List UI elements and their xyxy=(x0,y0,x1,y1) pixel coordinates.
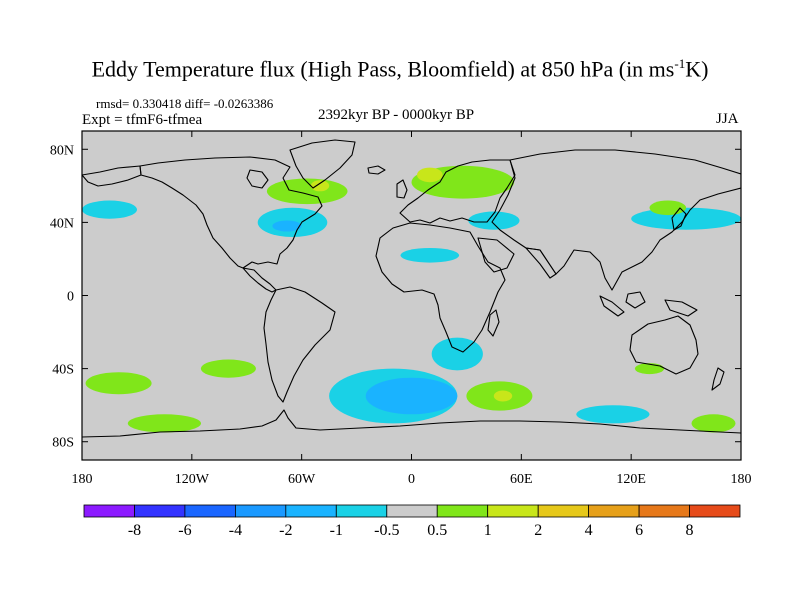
coastline-north-america xyxy=(139,156,323,269)
anomaly-patch xyxy=(576,405,650,424)
lat-tick-label: 0 xyxy=(67,290,74,305)
colorbar-label: -0.5 xyxy=(374,522,399,539)
lon-tick-label: 120W xyxy=(175,472,210,487)
colorbar-swatch xyxy=(588,504,640,518)
lat-tick-label: 40S xyxy=(52,363,74,378)
coastline-antarctica xyxy=(82,409,741,438)
anomaly-patch xyxy=(85,372,152,395)
colorbar-label: 2 xyxy=(534,522,542,539)
colorbar-swatch xyxy=(436,504,489,518)
colorbar-label: 1 xyxy=(484,522,492,539)
coastline-central-america xyxy=(242,267,277,293)
anomaly-patch xyxy=(400,248,460,263)
coastline-india xyxy=(525,247,557,279)
coastline-uk xyxy=(396,179,408,199)
chart-title-exponent: -1 xyxy=(674,56,686,71)
anomaly-patch xyxy=(200,359,256,378)
stats-label: rmsd= 0.330418 diff= -0.0263386 xyxy=(96,96,274,111)
lon-tick-label: 180 xyxy=(72,472,93,487)
coastline-sumatra xyxy=(599,295,625,317)
anomaly-patch xyxy=(649,200,687,216)
coastlines xyxy=(82,139,741,438)
period-label: 2392kyr BP - 0000kyr BP xyxy=(318,107,475,123)
coastline-asia xyxy=(491,149,741,291)
coastline-new-zealand xyxy=(711,367,725,391)
lon-tick-label: 120E xyxy=(616,472,646,487)
chart-title-text: Eddy Temperature flux (High Pass, Bloomf… xyxy=(91,56,675,82)
colorbar-swatch xyxy=(83,504,135,518)
anomaly-patch xyxy=(631,207,741,230)
anomaly-patch xyxy=(431,337,483,371)
lat-tick-label: 40N xyxy=(50,216,74,231)
coastline-japan xyxy=(671,207,687,231)
anomaly-patch xyxy=(468,211,520,230)
colorbar-swatch xyxy=(689,504,741,518)
coastline-australia xyxy=(629,315,699,375)
season-label: JJA xyxy=(716,111,739,127)
anomaly-patch xyxy=(365,377,458,415)
coastline-iceland xyxy=(367,165,386,175)
colorbar-label: 8 xyxy=(686,522,694,539)
colorbar-swatch xyxy=(184,504,236,518)
coastline-madagascar xyxy=(487,309,500,337)
chart-title-unit: K) xyxy=(685,56,709,82)
anomaly-patch xyxy=(493,390,513,402)
anomaly-patch xyxy=(82,200,137,219)
colorbar-swatch xyxy=(335,504,388,518)
lon-tick-label: 60E xyxy=(510,472,533,487)
coastline-greenland xyxy=(289,139,356,189)
colorbar-label: -4 xyxy=(229,522,242,539)
lon-tick-label: 180 xyxy=(731,472,752,487)
colorbar-label: 6 xyxy=(635,522,643,539)
lat-tick-label: 80S xyxy=(52,436,74,451)
lon-tick-label: 0 xyxy=(408,472,415,487)
colorbar-swatch xyxy=(487,504,539,518)
colorbar-label: 0.5 xyxy=(427,522,447,539)
colorbar-swatch xyxy=(638,504,690,518)
coastline-borneo xyxy=(625,291,646,309)
anomaly-patch xyxy=(417,167,443,183)
colorbar-swatch xyxy=(285,504,337,518)
anomaly-patch xyxy=(691,414,736,433)
coastline-alaska xyxy=(82,165,142,187)
lat-tick-label: 80N xyxy=(50,143,74,158)
coastline-africa xyxy=(375,222,506,353)
coastline-arabia xyxy=(477,237,515,273)
colorbar-label: -2 xyxy=(279,522,292,539)
colorbar-swatch xyxy=(234,504,287,518)
experiment-label: Expt = tfmF6-tfmea xyxy=(82,112,203,128)
anomaly-patch xyxy=(127,414,201,433)
colorbar-swatch xyxy=(537,504,590,518)
coastline-new-guinea xyxy=(664,299,698,317)
anomaly-patch xyxy=(272,220,302,232)
colorbar-swatch xyxy=(386,504,438,518)
coastline-hudson-bay xyxy=(246,169,269,189)
colorbar-label: 4 xyxy=(585,522,593,539)
anomaly-patch xyxy=(310,180,330,192)
coastline-south-america xyxy=(263,286,336,403)
colorbar: -8 -6 -4 -2 -1 -0.5 0.5 1 2 4 6 8 xyxy=(83,504,741,539)
map-axes: 80N 40N 0 40S 80S 180 120W 60W 0 60E 120E 180 xyxy=(50,131,752,487)
lon-tick-label: 60W xyxy=(288,472,316,487)
chart-title: Eddy Temperature flux (High Pass, Bloomf… xyxy=(0,56,800,82)
colorbar-swatch xyxy=(134,504,186,518)
colorbar-label: -8 xyxy=(128,522,141,539)
colorbar-label: -6 xyxy=(178,522,191,539)
colorbar-label: -1 xyxy=(330,522,343,539)
coastline-europe xyxy=(399,159,516,224)
